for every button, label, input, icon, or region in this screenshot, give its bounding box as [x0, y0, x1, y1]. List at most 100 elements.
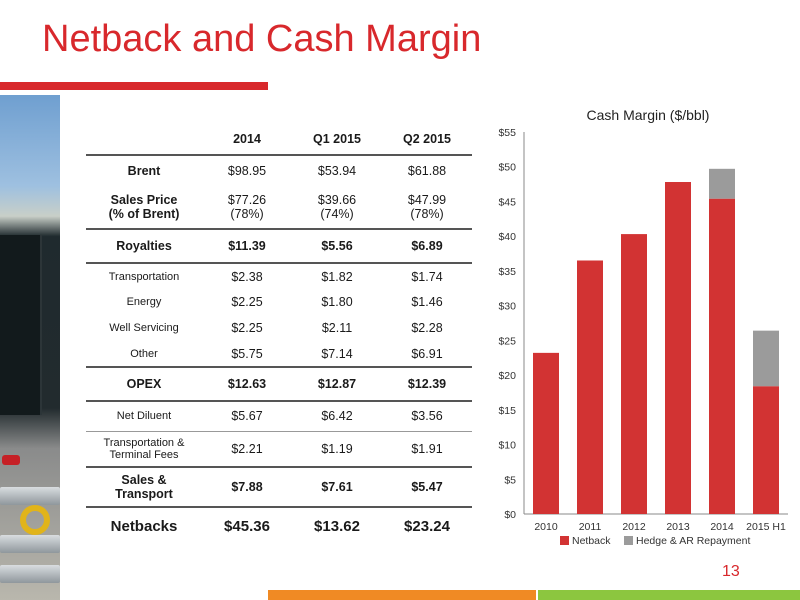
table-row: Royalties $11.39 $5.56 $6.89 [86, 228, 472, 263]
table-cell: $61.88 [382, 154, 472, 185]
table-row: Energy $2.25 $1.80 $1.46 [86, 289, 472, 315]
table-cell: $47.99 (78%) [382, 185, 472, 229]
footer-bar-green [538, 590, 800, 600]
row-label: Transportation & Terminal Fees [86, 430, 202, 467]
table-cell: $11.39 [202, 228, 292, 263]
cell-value: $77.26 [227, 192, 267, 207]
table-header-cell: 2014 [233, 132, 261, 146]
table-cell: $1.74 [382, 262, 472, 289]
table-cell: $5.67 [202, 400, 292, 431]
netback-bar [577, 260, 603, 514]
table-cell: $53.94 [292, 154, 382, 185]
legend-swatch-hedge [624, 536, 633, 545]
y-tick-label: $20 [498, 370, 516, 382]
row-label: Energy [126, 296, 162, 308]
table-cell: $2.21 [202, 430, 292, 467]
row-label: Net Diluent [86, 400, 202, 431]
row-label-line: Sales Price [110, 192, 178, 207]
title-underline [0, 82, 268, 90]
footer-bar-orange [268, 590, 536, 600]
table-cell: $5.75 [231, 346, 263, 361]
table-row: Other $5.75 $7.14 $6.91 [86, 341, 472, 367]
table-cell: $12.63 [202, 366, 292, 401]
row-label: Netbacks [86, 506, 202, 545]
table-header-cell: Q1 2015 [313, 132, 361, 146]
pipe-graphic [0, 565, 60, 583]
pipe-graphic [0, 487, 60, 505]
y-tick-label: $30 [498, 301, 516, 313]
y-tick-label: $25 [498, 335, 516, 347]
table-row: Transportation & Terminal Fees $2.21 $1.1… [86, 430, 472, 467]
table-row: Well Servicing $2.25 $2.11 $2.28 [86, 315, 472, 341]
y-tick-label: $15 [498, 405, 516, 417]
table-cell: $2.28 [411, 321, 443, 335]
row-label-line: Terminal Fees [109, 448, 179, 461]
table-cell: $1.82 [292, 262, 382, 289]
cell-value: $47.99 [407, 192, 447, 207]
cell-subvalue: (74%) [320, 206, 354, 221]
table-cell: $5.56 [292, 228, 382, 263]
x-tick-label: 2010 [534, 521, 558, 533]
table-cell: $23.24 [382, 506, 472, 545]
hedge-bar [709, 168, 735, 199]
row-label: OPEX [86, 366, 202, 401]
cell-subvalue: (78%) [230, 206, 264, 221]
row-label: Transportation [86, 262, 202, 289]
netback-bar [753, 386, 779, 514]
table-cell: $6.42 [292, 400, 382, 431]
table-cell: $77.26 (78%) [202, 185, 292, 229]
row-label: Brent [86, 154, 202, 185]
netback-bar [533, 352, 559, 514]
netback-bar [621, 234, 647, 514]
hedge-bar [753, 330, 779, 387]
table-cell: $45.36 [202, 506, 292, 545]
table-cell: $2.11 [321, 321, 353, 335]
table-cell: $13.62 [292, 506, 382, 545]
table-cell: $6.91 [411, 346, 443, 361]
x-tick-label: 2014 [710, 521, 734, 533]
y-tick-label: $10 [498, 440, 516, 452]
table-row: Net Diluent $5.67 $6.42 $3.56 [86, 400, 472, 431]
legend-swatch-netback [560, 536, 569, 545]
chart-svg: Cash Margin ($/bbl) $0 $5 $10 $15 $20 $25 $30 $… [498, 107, 788, 547]
table-row: Sales & Transport $7.88 $7.61 $5.47 [86, 466, 472, 507]
netback-table: 2014 Q1 2015 Q2 2015 Brent $98.95 $53.94… [86, 124, 472, 545]
y-tick-label: $35 [498, 266, 516, 278]
y-tick-label: $0 [504, 509, 516, 521]
table-header-cell [86, 124, 202, 155]
table-row: Transportation $2.38 $1.82 $1.74 [86, 262, 472, 289]
netback-bar [665, 182, 691, 514]
table-cell: $1.91 [382, 430, 472, 467]
row-label: Sales Price (% of Brent) [86, 185, 202, 229]
table-header-cell: Q2 2015 [403, 132, 451, 146]
x-tick-label: 2012 [622, 521, 646, 533]
table-cell: $6.89 [382, 228, 472, 263]
table-cell: $2.38 [202, 262, 292, 289]
y-tick-label: $50 [498, 162, 516, 174]
table-cell: $3.56 [382, 400, 472, 431]
y-tick-label: $5 [504, 474, 516, 486]
table-cell: $7.61 [292, 466, 382, 507]
row-label-line: Sales & [121, 473, 167, 487]
y-tick-label: $45 [498, 196, 516, 208]
storage-tank-graphic [0, 235, 42, 415]
oilfield-photo [0, 95, 60, 600]
table-cell: $1.46 [411, 295, 443, 309]
table-cell: $12.87 [292, 366, 382, 401]
table-cell: $2.25 [231, 295, 263, 309]
cell-value: $39.66 [317, 192, 357, 207]
table-row: Sales Price (% of Brent) $77.26 (78%) $39.… [86, 185, 472, 229]
y-tick-label: $55 [498, 127, 516, 139]
legend-label: Netback [572, 535, 611, 547]
pipe-graphic [0, 535, 60, 553]
row-label-line: Transportation & [103, 436, 185, 449]
cell-subvalue: (78%) [410, 206, 444, 221]
table-row: OPEX $12.63 $12.87 $12.39 [86, 366, 472, 401]
netback-bar [709, 198, 735, 514]
table-cell: $12.39 [382, 366, 472, 401]
table-cell: $7.14 [321, 346, 353, 361]
table-cell: $39.66 (74%) [292, 185, 382, 229]
table-cell: $98.95 [202, 154, 292, 185]
table-cell: $5.47 [382, 466, 472, 507]
table-cell: $2.25 [231, 321, 263, 335]
